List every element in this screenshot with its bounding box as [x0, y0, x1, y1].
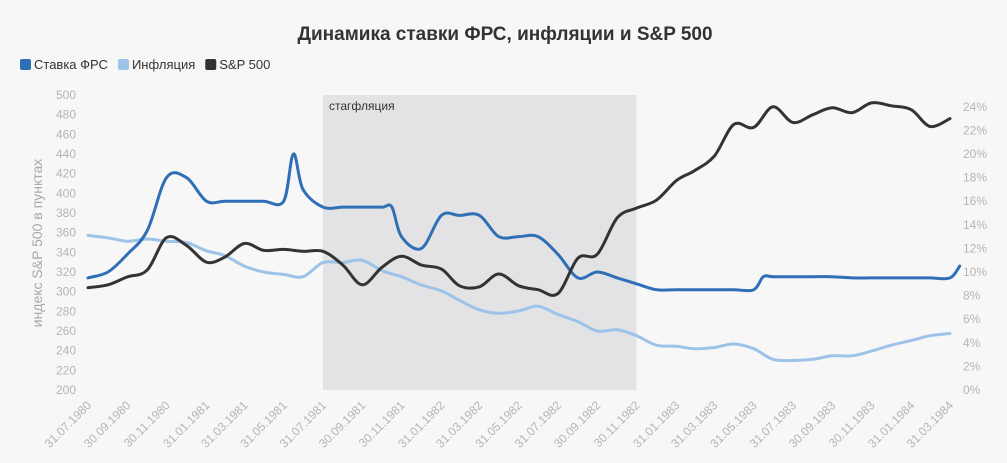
y-tick-label: 240	[56, 344, 76, 358]
y2-tick-label: 6%	[963, 312, 981, 326]
y-axis-left-ticks: 500 480 460 440 420 400 380 360 340 320 300 280 260 2…	[56, 88, 76, 397]
y-tick-label: 200	[56, 383, 76, 397]
y2-tick-label: 18%	[963, 171, 987, 185]
y2-tick-label: 2%	[963, 359, 981, 373]
series-lines	[86, 101, 962, 363]
legend-swatch-2	[205, 59, 217, 70]
y-tick-label: 420	[56, 167, 76, 181]
y-tick-label: 220	[56, 363, 76, 377]
y-tick-label: 320	[56, 265, 76, 279]
shaded-region-layer: стагфляция	[322, 95, 637, 390]
chart-title: Динамика ставки ФРС, инфляции и S&P 500	[297, 24, 712, 45]
y2-tick-label: 0%	[963, 383, 981, 397]
y2-tick-label: 16%	[963, 194, 987, 208]
y2-tick-label: 12%	[963, 241, 987, 255]
y-tick-label: 460	[56, 127, 76, 141]
y-tick-label: 280	[56, 304, 76, 318]
legend-label-0: Ставка ФРС	[34, 57, 108, 72]
y2-tick-label: 4%	[963, 336, 981, 350]
legend: Ставка ФРС Инфляция S&P 500	[20, 57, 270, 72]
y2-tick-label: 10%	[963, 265, 987, 279]
series-line-1	[86, 233, 952, 363]
legend-label-1: Инфляция	[132, 57, 195, 72]
legend-swatch-1	[117, 59, 129, 70]
y-tick-label: 340	[56, 245, 76, 259]
y-axis-label: индекс S&P 500 в пунктах	[29, 159, 45, 328]
y-tick-label: 480	[56, 108, 76, 122]
y2-tick-label: 14%	[963, 218, 987, 232]
y2-tick-label: 20%	[963, 147, 987, 161]
stagflation-band	[322, 95, 637, 390]
legend-swatch-0	[20, 59, 31, 70]
legend-label-2: S&P 500	[219, 57, 270, 72]
y-tick-label: 400	[56, 186, 76, 200]
y2-tick-label: 24%	[963, 100, 987, 114]
series-line-0	[86, 152, 962, 293]
y-tick-label: 380	[56, 206, 76, 220]
y-axis-right-ticks: 24% 22% 20% 18% 16% 14% 12% 10% 8% 6% 4% 2% 0%	[963, 100, 987, 397]
y2-tick-label: 22%	[963, 123, 987, 137]
y-tick-label: 500	[56, 88, 76, 102]
y-tick-label: 300	[56, 285, 76, 299]
y2-tick-label: 8%	[963, 289, 981, 303]
stagflation-label: стагфляция	[329, 99, 395, 113]
series-line-2	[86, 101, 952, 297]
y-tick-label: 440	[56, 147, 76, 161]
y-tick-label: 360	[56, 226, 76, 240]
y-tick-label: 260	[56, 324, 76, 338]
